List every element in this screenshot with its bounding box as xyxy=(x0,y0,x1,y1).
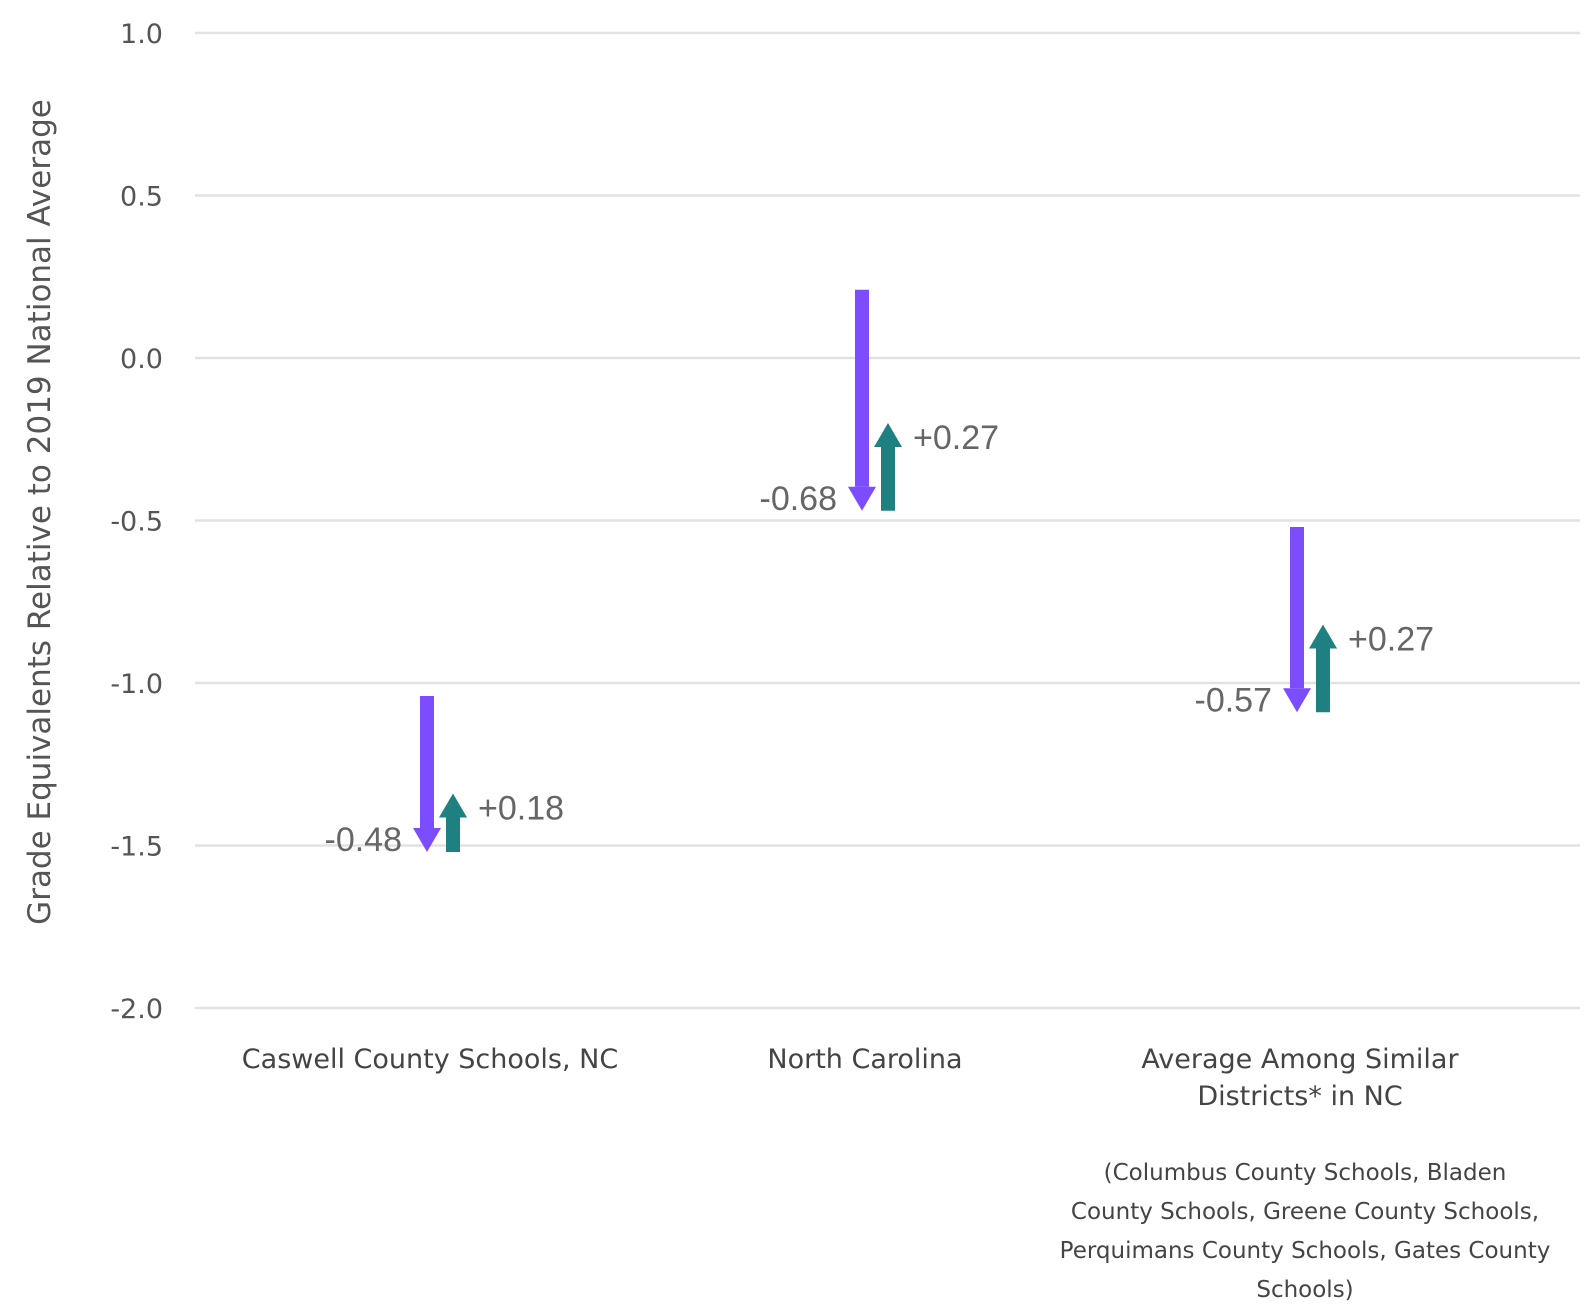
decline-arrow xyxy=(1283,527,1311,713)
category-label: Districts* in NC xyxy=(1197,1081,1402,1112)
decline-arrow xyxy=(848,289,876,511)
recovery-arrow-shaft xyxy=(1316,648,1330,713)
y-tick-label: -0.5 xyxy=(110,507,163,538)
recovery-arrow-shaft xyxy=(446,817,460,852)
decline-arrow-shaft xyxy=(420,696,434,828)
category-note: County Schools, Greene County Schools, xyxy=(1071,1199,1539,1225)
decline-value-label: -0.48 xyxy=(325,821,403,859)
decline-arrow xyxy=(413,696,441,852)
recovery-arrow-head xyxy=(1309,624,1337,649)
y-tick-label: -1.5 xyxy=(110,832,163,863)
decline-arrow-head xyxy=(413,828,441,852)
recovery-arrow-shaft xyxy=(881,447,895,511)
recovery-arrow-head xyxy=(439,793,467,818)
y-axis-label: Grade Equivalents Relative to 2019 Natio… xyxy=(22,99,58,925)
decline-arrow-head xyxy=(848,486,876,511)
y-tick-label: -1.0 xyxy=(110,669,163,700)
recovery-value-label: +0.27 xyxy=(1348,621,1434,659)
category-label: Caswell County Schools, NC xyxy=(242,1044,618,1075)
category-note: (Columbus County Schools, Bladen xyxy=(1104,1160,1507,1186)
decline-arrow-head xyxy=(1283,688,1311,713)
y-axis-ticks: 1.0 0.5 0.0 -0.5 -1.0 -1.5 -2.0 xyxy=(110,19,163,1025)
recovery-value-label: +0.27 xyxy=(913,419,999,457)
decline-arrow-shaft xyxy=(1290,527,1304,689)
y-tick-label: -2.0 xyxy=(110,994,163,1025)
y-tick-label: 0.0 xyxy=(120,344,163,375)
gridlines xyxy=(195,31,1580,1010)
recovery-arrow xyxy=(874,423,902,511)
y-tick-label: 0.5 xyxy=(120,182,163,213)
recovery-value-label: +0.18 xyxy=(478,790,564,828)
decline-value-label: -0.57 xyxy=(1195,681,1273,719)
recovery-arrow-head xyxy=(874,423,902,447)
recovery-arrow xyxy=(1309,624,1337,713)
category-label: Average Among Similar xyxy=(1141,1044,1459,1075)
category-label: North Carolina xyxy=(767,1044,962,1075)
category-note: Perquimans County Schools, Gates County xyxy=(1060,1238,1551,1264)
x-axis-categories: Caswell County Schools, NC North Carolina… xyxy=(242,1044,1551,1303)
recovery-arrow xyxy=(439,793,467,852)
arrows: -0.48 +0.18 -0.68 +0.27 -0.57 +0.27 xyxy=(325,289,1434,859)
decline-value-label: -0.68 xyxy=(760,480,838,518)
category-note: Schools) xyxy=(1256,1277,1353,1303)
y-tick-label: 1.0 xyxy=(120,19,163,50)
decline-arrow-shaft xyxy=(855,289,869,487)
